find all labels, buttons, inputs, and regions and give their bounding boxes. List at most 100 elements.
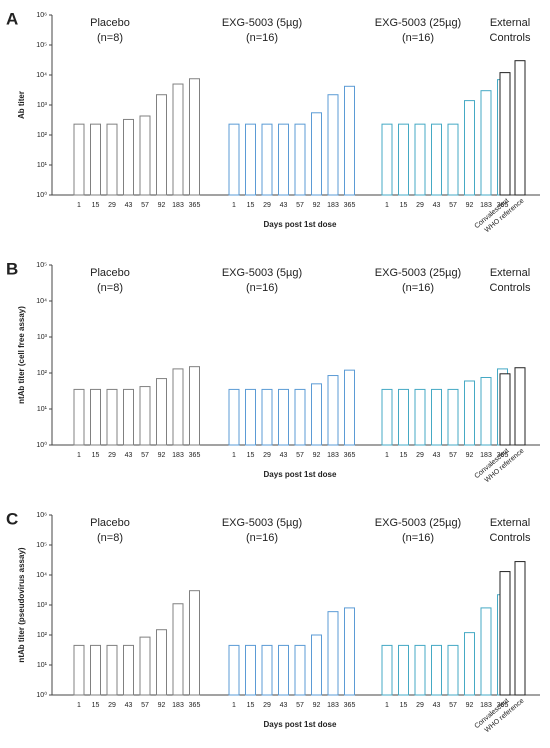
bar [414, 123, 426, 196]
bar [139, 115, 151, 196]
bar [327, 375, 339, 446]
panel-label: B [6, 259, 18, 278]
y-tick-label: 10⁵ [36, 542, 47, 549]
x-tick-label: 365 [344, 702, 356, 709]
x-tick-label: 15 [247, 202, 255, 209]
bar [90, 644, 101, 696]
x-tick-label: 43 [433, 702, 441, 709]
x-tick-label: 1 [232, 452, 236, 459]
x-tick-label: 43 [280, 702, 288, 709]
bar [431, 123, 442, 196]
y-tick-label: 10⁵ [36, 42, 47, 49]
bar [381, 388, 393, 446]
bar [294, 123, 306, 196]
bar [261, 644, 273, 696]
x-tick-label: 43 [280, 202, 288, 209]
bar [514, 561, 526, 696]
x-tick-label: 29 [263, 202, 271, 209]
x-tick-label: 43 [433, 452, 441, 459]
bar [431, 644, 442, 696]
x-tick-label: 15 [92, 452, 100, 459]
group-label: EXG-5003 (25µg) [375, 517, 461, 529]
group-subtitle: (n=8) [97, 282, 123, 294]
bar [123, 388, 134, 446]
bar [245, 123, 256, 196]
bar [90, 388, 101, 446]
x-tick-label: 57 [449, 702, 457, 709]
x-tick-label: 29 [263, 452, 271, 459]
group-subtitle: (n=16) [246, 282, 278, 294]
bar [73, 388, 85, 446]
x-tick-label: 183 [480, 702, 492, 709]
x-tick-label: 92 [158, 202, 166, 209]
x-tick-label: 365 [497, 702, 509, 709]
bar [228, 123, 240, 196]
x-tick-label: 183 [172, 452, 184, 459]
bar [398, 388, 409, 446]
panel-label: C [6, 509, 18, 528]
x-tick-label: 43 [125, 202, 133, 209]
bar [327, 94, 339, 196]
bar [245, 644, 256, 696]
bar [311, 634, 322, 696]
bar [90, 123, 101, 196]
x-tick-label: 1 [232, 702, 236, 709]
bar [514, 367, 526, 446]
x-tick-label: 183 [327, 452, 339, 459]
bar [261, 123, 273, 196]
y-tick-label: 10⁶ [36, 12, 47, 19]
x-tick-label: 15 [400, 202, 408, 209]
bar [344, 607, 355, 696]
group-label: EXG-5003 (25µg) [375, 267, 461, 279]
x-tick-label: 15 [92, 702, 100, 709]
x-tick-label: 1 [385, 202, 389, 209]
x-tick-label: 57 [296, 202, 304, 209]
bar [464, 380, 475, 446]
group-label: External [490, 17, 530, 29]
y-tick-label: 10⁰ [36, 191, 47, 199]
group-label: EXG-5003 (25µg) [375, 17, 461, 29]
group-subtitle: Controls [490, 532, 531, 544]
y-tick-label: 10¹ [37, 662, 48, 669]
x-tick-label: 43 [125, 452, 133, 459]
x-tick-label: 365 [344, 202, 356, 209]
bar [294, 388, 306, 446]
bar [414, 388, 426, 446]
x-tick-label: 43 [280, 452, 288, 459]
x-tick-label: 15 [400, 702, 408, 709]
x-tick-label: 92 [313, 452, 321, 459]
bar [172, 603, 184, 696]
bar [172, 368, 184, 446]
bar [278, 123, 289, 196]
x-tick-label: 92 [158, 702, 166, 709]
group-label: Placebo [90, 517, 130, 529]
y-tick-label: 10² [37, 632, 48, 639]
group-label: EXG-5003 (5µg) [222, 17, 302, 29]
group-label: External [490, 267, 530, 279]
x-tick-label: 92 [313, 702, 321, 709]
y-tick-label: 10⁰ [36, 691, 47, 699]
x-tick-label: 183 [172, 702, 184, 709]
x-tick-label: 92 [466, 202, 474, 209]
bar [156, 378, 167, 446]
bar [228, 388, 240, 446]
x-tick-label: 92 [158, 452, 166, 459]
bar [447, 388, 459, 446]
x-tick-label: 57 [141, 702, 149, 709]
y-tick-label: 10⁴ [36, 298, 47, 305]
x-tick-label: 92 [313, 202, 321, 209]
bar [139, 636, 151, 696]
bar [139, 386, 151, 446]
x-tick-label: 1 [77, 452, 81, 459]
y-tick-label: 10⁴ [36, 72, 47, 79]
bar [73, 123, 85, 196]
bar [189, 78, 200, 196]
x-tick-label: 57 [449, 202, 457, 209]
bar [106, 388, 118, 446]
x-tick-label: 1 [385, 702, 389, 709]
bar [228, 644, 240, 696]
bar [311, 112, 322, 196]
x-tick-label: 29 [108, 702, 116, 709]
bar [123, 118, 134, 196]
group-subtitle: (n=16) [402, 282, 434, 294]
